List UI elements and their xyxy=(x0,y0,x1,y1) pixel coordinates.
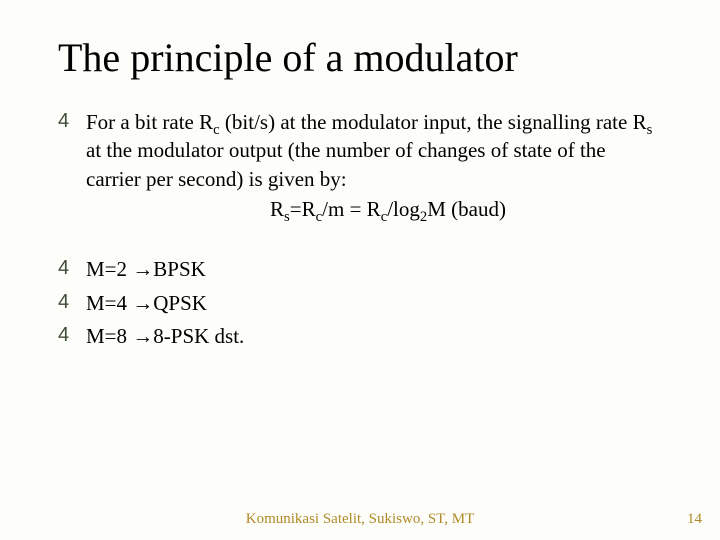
bullet-m8-text: M=8 →8-PSK dst. xyxy=(86,322,662,351)
formula: Rs=Rc/m = Rc/log2M (baud) xyxy=(114,195,662,223)
bullet-intro: 4 For a bit rate Rc (bit/s) at the modul… xyxy=(58,108,662,223)
spacer xyxy=(58,227,662,255)
bullet-m4-text: M=4 →QPSK xyxy=(86,289,662,318)
bullet-m2: 4 M=2 →BPSK xyxy=(58,255,662,284)
arrow-icon: → xyxy=(132,258,153,281)
footer-text: Komunikasi Satelit, Sukiswo, ST, MT xyxy=(0,511,720,528)
slide-title: The principle of a modulator xyxy=(58,36,662,80)
arrow-icon: → xyxy=(132,325,153,348)
arrow-icon: → xyxy=(132,292,153,315)
checkmark-icon: 4 xyxy=(58,289,86,316)
bullet-m2-text: M=2 →BPSK xyxy=(86,255,662,284)
bullet-intro-text: For a bit rate Rc (bit/s) at the modulat… xyxy=(86,108,662,223)
page-number: 14 xyxy=(687,511,702,528)
bullet-m8: 4 M=8 →8-PSK dst. xyxy=(58,322,662,351)
slide: The principle of a modulator 4 For a bit… xyxy=(0,0,720,540)
bullet-list: 4 For a bit rate Rc (bit/s) at the modul… xyxy=(58,108,662,351)
checkmark-icon: 4 xyxy=(58,108,86,135)
bullet-m4: 4 M=4 →QPSK xyxy=(58,289,662,318)
checkmark-icon: 4 xyxy=(58,322,86,349)
checkmark-icon: 4 xyxy=(58,255,86,282)
